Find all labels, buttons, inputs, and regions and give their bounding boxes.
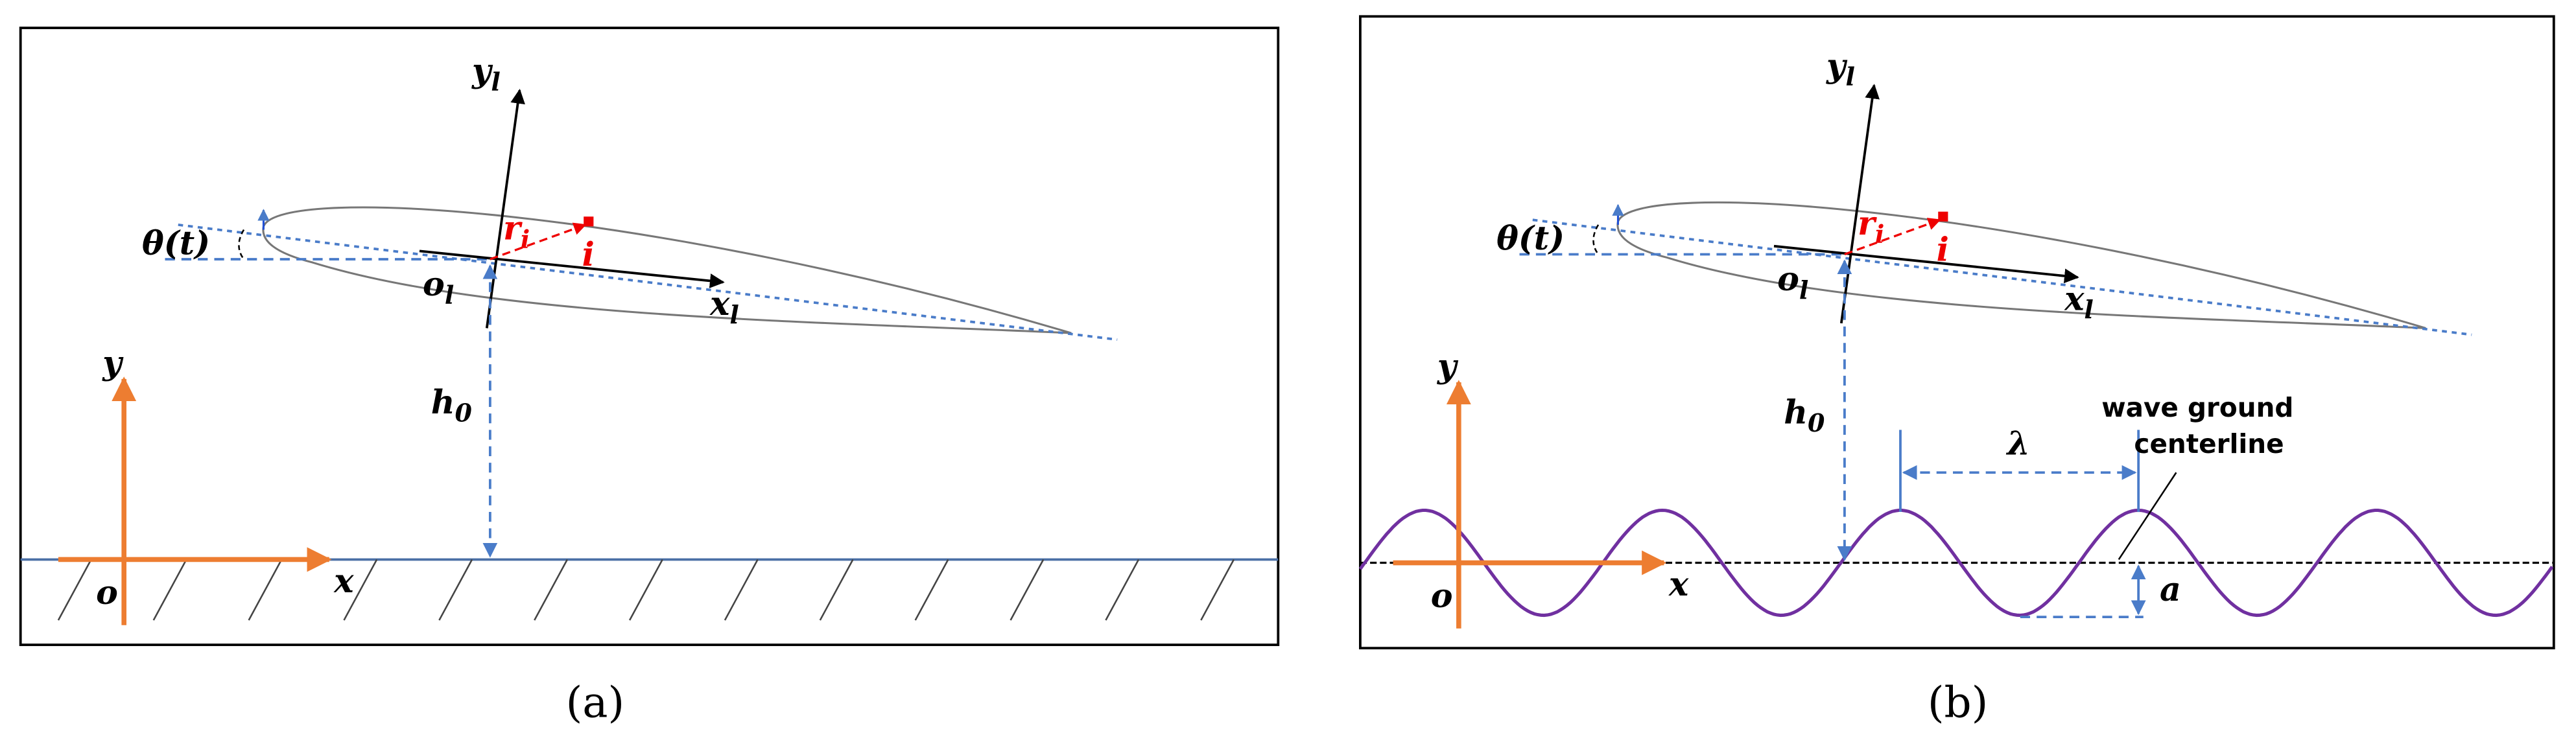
hatch: [628, 559, 663, 621]
airfoil-group: [165, 89, 1118, 341]
local-x-axis: [1773, 244, 2079, 284]
point-i: [584, 216, 594, 227]
local-origin-label-base: o: [423, 264, 445, 303]
height-label-base: h: [1784, 392, 1808, 431]
hatch: [1010, 559, 1045, 621]
global-origin-label: o: [96, 573, 118, 612]
global-x-label: x: [1668, 564, 1689, 603]
height-label-sub: 0: [1808, 408, 1825, 437]
r-vector: [1844, 218, 1941, 256]
point-label: i: [582, 235, 595, 273]
global-x-label: x: [333, 561, 354, 600]
wavelength-label: λ: [2006, 423, 2031, 462]
wave-ground: [1358, 508, 2554, 618]
airfoil: [1616, 201, 2426, 329]
hatch: [534, 559, 568, 621]
panel-a-frame: [19, 27, 1280, 647]
r-label-sub: i: [521, 224, 530, 253]
hatch: [152, 559, 187, 621]
local-origin-label-sub: l: [1799, 275, 1808, 305]
theta-arc: [238, 229, 245, 260]
height-label-sub: 0: [455, 399, 472, 428]
centerline-label: centerline: [2134, 428, 2284, 459]
hatch: [57, 559, 92, 621]
local-y-label-sub: l: [1845, 62, 1854, 91]
point-i: [1938, 211, 1948, 222]
height-label: h0: [1784, 392, 1825, 437]
chord-line: [1532, 218, 2472, 336]
point-label: i: [1937, 230, 1949, 269]
theta-label: θ(t): [1496, 218, 1565, 257]
hatch: [724, 559, 759, 621]
local-y-label-sub: l: [491, 67, 500, 96]
r-label-base: r: [503, 209, 523, 248]
r-vector: [490, 222, 587, 260]
local-origin-label: ol: [1777, 259, 1808, 305]
airfoil: [262, 206, 1072, 334]
global-y-label: y: [102, 343, 124, 382]
height-label: h0: [431, 382, 472, 428]
local-x-axis: [419, 249, 725, 288]
hatch: [1105, 559, 1140, 621]
chord-line: [178, 224, 1118, 341]
r-label-base: r: [1858, 203, 1877, 242]
local-x-label-base: x: [709, 284, 730, 323]
caption: (a): [566, 678, 625, 728]
r-label-sub: i: [1875, 220, 1884, 249]
centerline-label: wave ground: [2101, 392, 2293, 423]
local-x-label-sub: l: [729, 300, 739, 329]
hatch: [438, 559, 473, 621]
hatch: [1200, 559, 1235, 621]
height-label-base: h: [431, 382, 455, 421]
local-x-label-base: x: [2064, 279, 2085, 318]
local-y-label: yl: [471, 51, 501, 97]
panel-b-frame: [1359, 15, 2555, 650]
theta-arc: [1592, 224, 1600, 255]
hatch: [248, 559, 283, 621]
local-y-label-base: y: [471, 51, 493, 90]
local-x-label-sub: l: [2084, 295, 2093, 324]
theta-label: θ(t): [142, 223, 210, 262]
global-origin-label: o: [1431, 576, 1453, 615]
hatch: [343, 559, 378, 621]
caption: (b): [1928, 678, 1989, 728]
local-origin-label-sub: l: [445, 280, 454, 309]
local-origin-label-base: o: [1777, 259, 1799, 298]
local-x-label: xl: [2064, 279, 2094, 325]
local-y-label-base: y: [1826, 46, 1848, 85]
hatch: [914, 559, 949, 621]
r-label: ri: [503, 209, 530, 254]
centerline-leader: [2118, 472, 2177, 561]
amplitude-label: a: [2160, 570, 2181, 608]
hatch: [819, 559, 854, 621]
r-label: ri: [1858, 203, 1884, 249]
global-y-label: y: [1437, 346, 1459, 385]
airfoil-group: [1519, 84, 2472, 336]
local-y-label: yl: [1826, 46, 1855, 91]
local-origin-label: ol: [423, 264, 454, 310]
local-x-label: xl: [709, 284, 739, 329]
